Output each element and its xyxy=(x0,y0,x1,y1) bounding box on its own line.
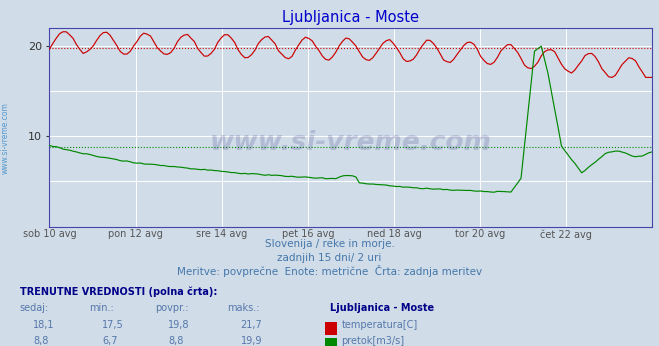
Text: 6,7: 6,7 xyxy=(102,336,118,346)
Text: Meritve: povprečne  Enote: metrične  Črta: zadnja meritev: Meritve: povprečne Enote: metrične Črta:… xyxy=(177,265,482,277)
Text: Slovenija / reke in morje.: Slovenija / reke in morje. xyxy=(264,239,395,249)
Text: maks.:: maks.: xyxy=(227,303,260,313)
Title: Ljubljanica - Moste: Ljubljanica - Moste xyxy=(283,10,419,25)
Text: 17,5: 17,5 xyxy=(102,320,124,330)
Text: min.:: min.: xyxy=(89,303,114,313)
Text: 18,1: 18,1 xyxy=(33,320,55,330)
Text: 19,8: 19,8 xyxy=(168,320,190,330)
Text: temperatura[C]: temperatura[C] xyxy=(341,320,418,330)
Text: povpr.:: povpr.: xyxy=(155,303,188,313)
Text: zadnjih 15 dni/ 2 uri: zadnjih 15 dni/ 2 uri xyxy=(277,253,382,263)
Text: sedaj:: sedaj: xyxy=(20,303,49,313)
Text: www.si-vreme.com: www.si-vreme.com xyxy=(1,102,10,174)
Text: 8,8: 8,8 xyxy=(168,336,183,346)
Text: www.si-vreme.com: www.si-vreme.com xyxy=(210,130,492,156)
Text: Ljubljanica - Moste: Ljubljanica - Moste xyxy=(330,303,434,313)
Text: pretok[m3/s]: pretok[m3/s] xyxy=(341,336,405,346)
Text: TRENUTNE VREDNOSTI (polna črta):: TRENUTNE VREDNOSTI (polna črta): xyxy=(20,286,217,297)
Text: 19,9: 19,9 xyxy=(241,336,262,346)
Text: 21,7: 21,7 xyxy=(241,320,262,330)
Text: 8,8: 8,8 xyxy=(33,336,48,346)
